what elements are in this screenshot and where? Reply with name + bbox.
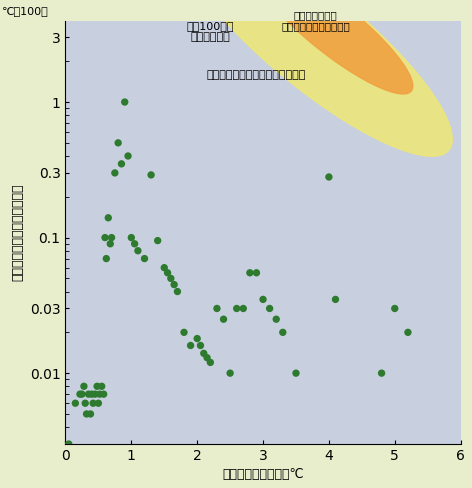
Polygon shape <box>252 0 413 94</box>
Point <box>207 359 214 366</box>
Point <box>404 328 412 336</box>
Point <box>94 399 102 407</box>
Point <box>83 410 90 418</box>
Point <box>266 305 273 312</box>
Point <box>180 328 188 336</box>
Point <box>279 328 287 336</box>
Point <box>101 234 109 242</box>
Y-axis label: 百年あたりの気温変化の速さ: 百年あたりの気温変化の速さ <box>11 183 24 281</box>
Point <box>246 269 253 277</box>
Point <box>102 255 110 263</box>
Point <box>292 369 300 377</box>
Text: ℃／100年: ℃／100年 <box>2 6 49 17</box>
Point <box>104 214 112 222</box>
Polygon shape <box>179 0 452 156</box>
Point <box>118 160 125 168</box>
Point <box>170 281 178 288</box>
Point <box>82 399 89 407</box>
Text: 社会・経済のみ
の不確定性を含む見通し: 社会・経済のみ の不確定性を含む見通し <box>281 10 350 32</box>
Point <box>391 305 398 312</box>
Point <box>131 240 138 248</box>
Text: 自然等の不確定性を含めた見通し: 自然等の不確定性を含めた見通し <box>207 70 306 80</box>
X-axis label: 気温変化のふれ幅、℃: 気温変化のふれ幅、℃ <box>222 468 304 481</box>
Point <box>160 264 168 271</box>
Point <box>76 390 84 398</box>
Point <box>154 237 161 244</box>
Point <box>88 390 96 398</box>
Point <box>220 315 228 323</box>
Point <box>147 171 155 179</box>
Point <box>259 296 267 304</box>
Point <box>96 390 103 398</box>
Point <box>111 169 118 177</box>
Point <box>100 390 108 398</box>
Point <box>124 152 132 160</box>
Point <box>239 305 247 312</box>
Point <box>107 240 114 248</box>
Point <box>332 296 339 304</box>
Point <box>325 173 333 181</box>
Point <box>93 383 101 390</box>
Point <box>65 440 73 448</box>
Point <box>203 354 211 362</box>
Point <box>187 342 194 349</box>
Point <box>233 305 240 312</box>
Point <box>108 234 115 242</box>
Point <box>85 390 93 398</box>
Point <box>78 390 86 398</box>
Point <box>378 369 385 377</box>
Point <box>92 390 99 398</box>
Point <box>98 383 105 390</box>
Point <box>194 335 201 343</box>
Point <box>174 287 181 295</box>
Point <box>213 305 221 312</box>
Point <box>227 369 234 377</box>
Point <box>164 269 171 277</box>
Point <box>89 399 97 407</box>
Point <box>200 349 208 357</box>
Point <box>127 234 135 242</box>
Point <box>121 98 128 106</box>
Point <box>253 269 260 277</box>
Point <box>72 399 79 407</box>
Point <box>80 383 88 390</box>
Point <box>114 139 122 147</box>
Point <box>167 274 175 282</box>
Point <box>197 342 204 349</box>
Point <box>272 315 280 323</box>
Point <box>87 410 94 418</box>
Text: 今後100年間
の変化見通し: 今後100年間 の変化見通し <box>186 21 234 42</box>
Point <box>141 255 148 263</box>
Point <box>134 247 142 255</box>
